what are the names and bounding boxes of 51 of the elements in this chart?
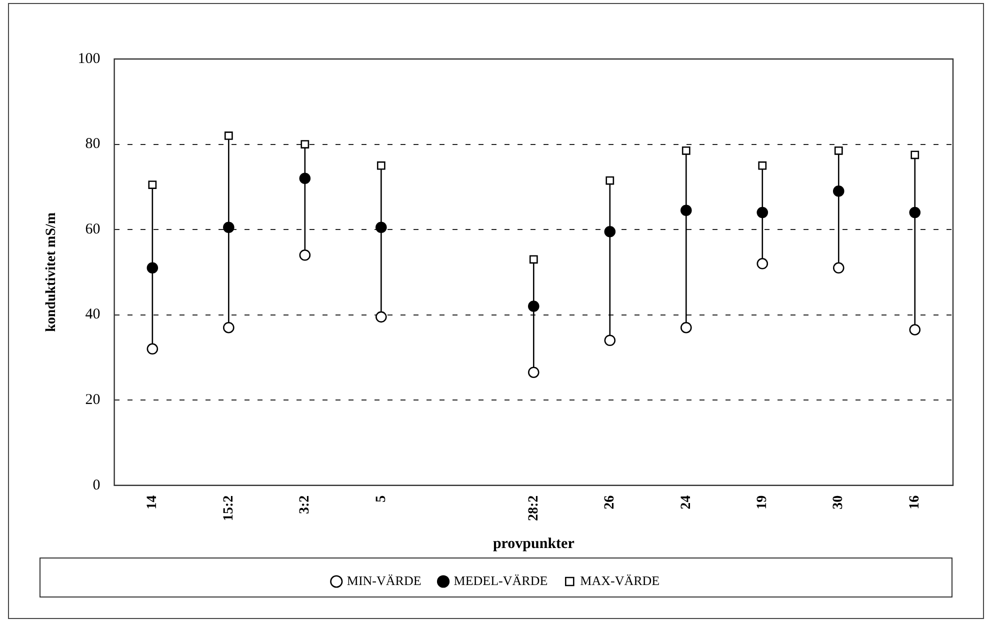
x-tick-label: 16: [907, 495, 922, 510]
point: [682, 146, 690, 155]
point: [756, 258, 768, 270]
point: [376, 161, 386, 170]
point: [756, 206, 768, 218]
point: [223, 322, 234, 334]
point: [299, 172, 311, 184]
x-tick-label: 28:2: [526, 495, 542, 522]
x-tick-label: 19: [754, 495, 770, 510]
point: [606, 176, 614, 185]
x-tick-label: 14: [145, 495, 160, 510]
y-tick-label: 20: [85, 392, 100, 408]
point: [376, 222, 387, 234]
point: [834, 146, 843, 155]
point: [223, 222, 234, 234]
y-tick-label: 100: [78, 50, 100, 67]
point: [146, 343, 158, 355]
point: [528, 300, 540, 312]
legend-label: MAX-VÄRDE: [580, 572, 660, 588]
y-tick-label: 40: [85, 306, 100, 323]
point: [224, 132, 233, 140]
x-tick-label: 15:2: [221, 495, 236, 522]
y-tick-label: 60: [85, 221, 100, 238]
point: [604, 334, 616, 346]
point: [909, 206, 921, 218]
point: [832, 186, 844, 197]
x-tick-label: 5: [374, 495, 389, 502]
point: [300, 140, 310, 148]
point: [604, 226, 616, 238]
point: [910, 150, 920, 160]
point: [528, 366, 540, 378]
point: [376, 311, 387, 323]
point: [909, 324, 921, 336]
point: [529, 255, 538, 264]
x-tick-label: 26: [602, 495, 618, 510]
point: [680, 204, 692, 216]
point: [758, 161, 767, 170]
legend-label: MEDEL-VÄRDE: [454, 572, 548, 588]
point: [148, 180, 157, 189]
x-tick-label: 3:2: [298, 495, 313, 514]
point: [832, 262, 844, 274]
x-tick-label: 24: [678, 495, 694, 510]
point: [146, 262, 158, 274]
x-tick-label: 30: [831, 495, 846, 510]
x-axis-title: provpunkter: [492, 536, 575, 552]
point: [680, 322, 692, 334]
legend-label: MIN-VÄRDE: [346, 572, 422, 588]
y-tick-label: 0: [92, 477, 100, 494]
point: [299, 249, 311, 261]
y-tick-label: 80: [85, 136, 100, 152]
y-axis-title: konduktivitet mS/m: [44, 212, 60, 332]
